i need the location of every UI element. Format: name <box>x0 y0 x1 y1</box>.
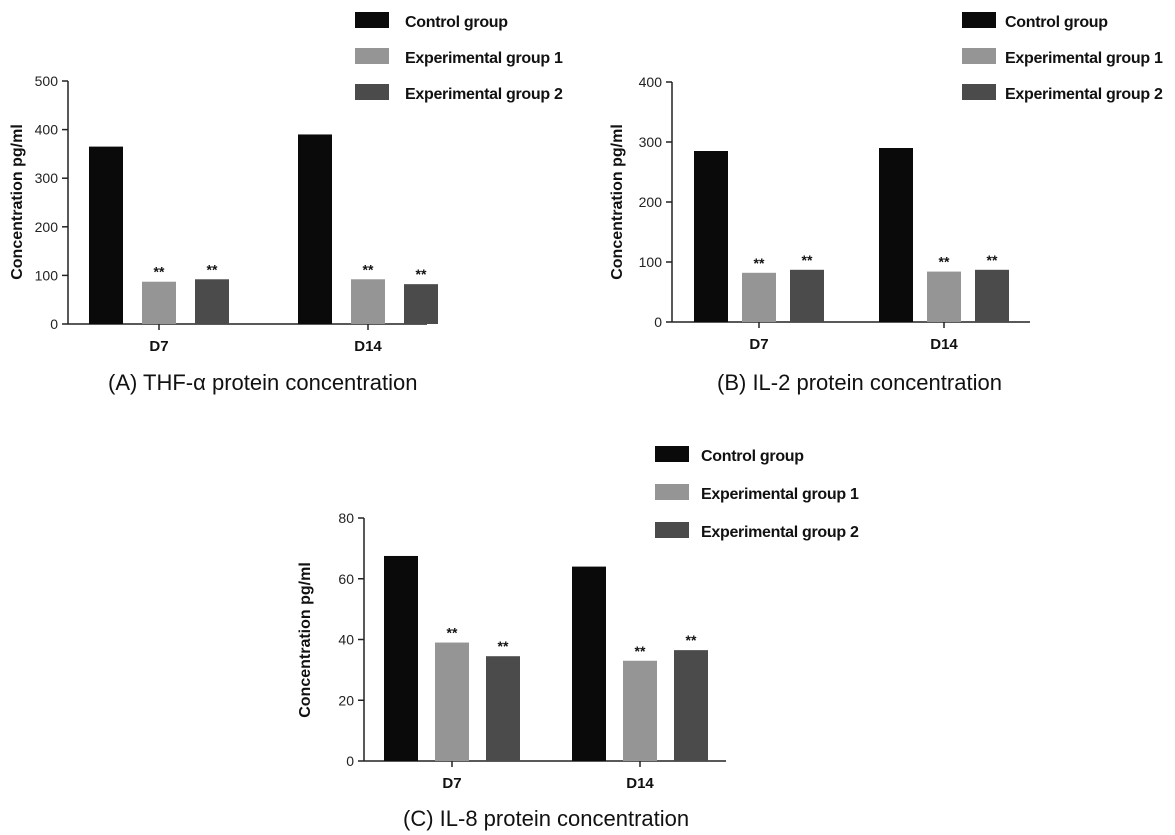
legend-label: Control group <box>1005 14 1108 31</box>
y-tick-label: 200 <box>35 219 59 235</box>
bar-exp1-d14 <box>623 660 657 761</box>
legend-swatch <box>655 522 689 538</box>
chart-caption: (B) IL-2 protein concentration <box>717 370 1002 395</box>
bar-exp1-d14 <box>927 271 961 322</box>
significance-marker: ** <box>754 255 765 271</box>
y-tick-label: 400 <box>639 74 663 90</box>
significance-marker: ** <box>987 252 998 268</box>
legend-swatch <box>962 84 996 100</box>
y-tick-label: 80 <box>338 510 354 526</box>
legend-swatch <box>962 12 996 28</box>
legend-label: Experimental group 2 <box>1005 86 1163 103</box>
x-tick-label: D7 <box>749 336 768 353</box>
chart-caption: (C) IL-8 protein concentration <box>403 806 689 831</box>
bar-control-d14 <box>879 148 913 322</box>
legend-swatch <box>355 84 389 100</box>
chart-b: 0 100 200 300 400 Concentration pg/ml ** ** D7 **… <box>609 12 1163 395</box>
legend-label: Experimental group 1 <box>701 486 859 503</box>
y-tick-label: 0 <box>654 314 662 330</box>
y-tick-label: 0 <box>346 753 354 769</box>
y-axis-label: Concentration pg/ml <box>9 124 26 280</box>
legend-swatch <box>355 48 389 64</box>
bar-exp1-d7 <box>435 642 469 761</box>
bar-exp1-d7 <box>142 281 176 324</box>
y-tick-label: 40 <box>338 632 354 648</box>
chart-a: 0 100 200 300 400 500 Concentration pg/ml ** ** D… <box>9 12 563 395</box>
x-tick-label: D14 <box>930 336 958 353</box>
y-tick-label: 500 <box>35 73 59 89</box>
significance-marker: ** <box>939 254 950 270</box>
y-tick-label: 100 <box>35 267 59 283</box>
significance-marker: ** <box>207 261 218 277</box>
y-tick-label: 300 <box>639 134 663 150</box>
legend-swatch <box>962 48 996 64</box>
legend-swatch <box>655 484 689 500</box>
bar-exp2-d14 <box>975 269 1009 322</box>
bar-control-d14 <box>298 134 332 324</box>
legend-label: Control group <box>405 14 508 31</box>
legend-swatch <box>655 446 689 462</box>
bar-control-d14 <box>572 566 606 761</box>
x-tick-label: D14 <box>354 338 382 355</box>
y-tick-label: 60 <box>338 571 354 587</box>
x-tick-label: D7 <box>149 338 168 355</box>
y-tick-label: 20 <box>338 692 354 708</box>
bar-control-d7 <box>694 151 728 322</box>
y-tick-label: 0 <box>50 316 58 332</box>
chart-caption: (A) THF-α protein concentration <box>108 370 417 395</box>
legend-label: Control group <box>701 448 804 465</box>
legend-swatch <box>355 12 389 28</box>
significance-marker: ** <box>447 625 458 641</box>
y-tick-label: 400 <box>35 122 59 138</box>
significance-marker: ** <box>802 252 813 268</box>
x-tick-label: D7 <box>442 775 461 792</box>
bar-control-d7 <box>384 555 418 761</box>
significance-marker: ** <box>498 638 509 654</box>
chart-c: 0 20 40 60 80 Concentration pg/ml ** ** D7 ** ** D1… <box>297 446 859 831</box>
x-tick-label: D14 <box>626 775 654 792</box>
y-tick-label: 100 <box>639 254 663 270</box>
legend-label: Experimental group 2 <box>405 86 563 103</box>
significance-marker: ** <box>416 266 427 282</box>
legend-label: Experimental group 1 <box>405 50 563 67</box>
bar-exp1-d14 <box>351 279 385 324</box>
significance-marker: ** <box>635 643 646 659</box>
y-axis-label: Concentration pg/ml <box>297 562 314 718</box>
bar-exp1-d7 <box>742 272 776 322</box>
bar-exp2-d14 <box>674 650 708 761</box>
legend-label: Experimental group 2 <box>701 524 859 541</box>
significance-marker: ** <box>363 261 374 277</box>
bar-exp2-d14 <box>404 284 438 324</box>
y-tick-label: 200 <box>639 194 663 210</box>
bar-exp2-d7 <box>195 279 229 324</box>
bar-exp2-d7 <box>486 656 520 761</box>
legend-label: Experimental group 1 <box>1005 50 1163 67</box>
y-tick-label: 300 <box>35 170 59 186</box>
y-axis-label: Concentration pg/ml <box>609 124 626 280</box>
significance-marker: ** <box>686 632 697 648</box>
bar-control-d7 <box>89 146 123 324</box>
bar-exp2-d7 <box>790 269 824 322</box>
significance-marker: ** <box>154 264 165 280</box>
